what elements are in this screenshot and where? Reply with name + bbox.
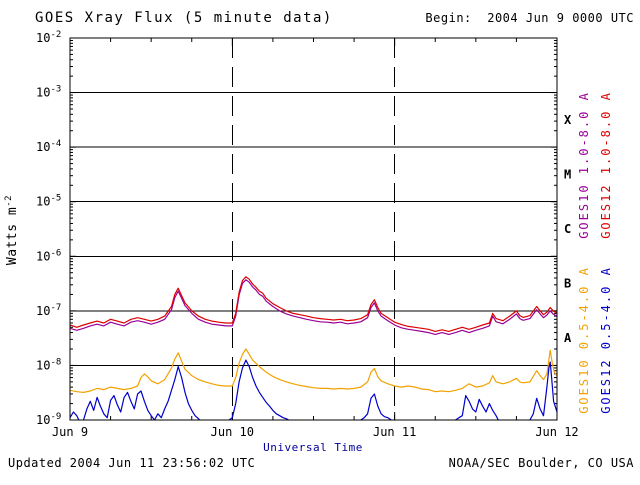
updated-timestamp: Updated 2004 Jun 11 23:56:02 UTC — [8, 456, 255, 470]
flare-class-label: C — [564, 222, 571, 236]
y-axis-label: Watts m-2 — [4, 195, 20, 265]
y-tick-label: 10-4 — [36, 139, 61, 154]
y-tick-label: 10-6 — [36, 248, 61, 263]
flare-class-label: M — [564, 167, 571, 181]
credit-label: NOAA/SEC Boulder, CO USA — [449, 456, 635, 470]
flare-class-label: A — [564, 331, 572, 345]
legend-goes10-short-label: GOES10 0.5-4.0 A — [577, 266, 591, 414]
x-tick-label: Jun 10 — [211, 425, 254, 439]
x-axis-label: Universal Time — [263, 441, 363, 454]
series-goes12-short — [70, 359, 557, 420]
legend-goes12-short-label: GOES12 0.5-4.0 A — [599, 266, 613, 414]
plot-frame — [69, 37, 558, 421]
x-tick-label: Jun 12 — [535, 425, 578, 439]
y-tick-label: 10-9 — [36, 412, 61, 427]
y-tick-label: 10-3 — [36, 85, 61, 100]
x-tick-label: Jun 11 — [373, 425, 416, 439]
series-goes10-short — [70, 348, 557, 393]
begin-time-label: Begin: 2004 Jun 9 0000 UTC — [425, 11, 634, 25]
y-axis-label-exponent: -2 — [4, 195, 14, 207]
flare-class-label: X — [564, 113, 572, 127]
series-goes12-long — [70, 276, 557, 332]
flare-class-label: B — [564, 277, 571, 291]
legend-goes10-long-label: GOES10 1.0-8.0 A — [577, 91, 591, 239]
chart-title: GOES Xray Flux (5 minute data) — [35, 10, 333, 26]
y-tick-label: 10-2 — [36, 30, 61, 45]
series-goes10-long — [70, 279, 557, 335]
y-tick-label: 10-7 — [36, 303, 61, 318]
x-tick-label: Jun 9 — [52, 425, 88, 439]
y-axis-label-base: Watts m — [5, 207, 20, 265]
y-tick-label: 10-8 — [36, 357, 61, 372]
y-tick-label: 10-5 — [36, 194, 61, 209]
legend-goes12-long-label: GOES12 1.0-8.0 A — [599, 91, 613, 239]
